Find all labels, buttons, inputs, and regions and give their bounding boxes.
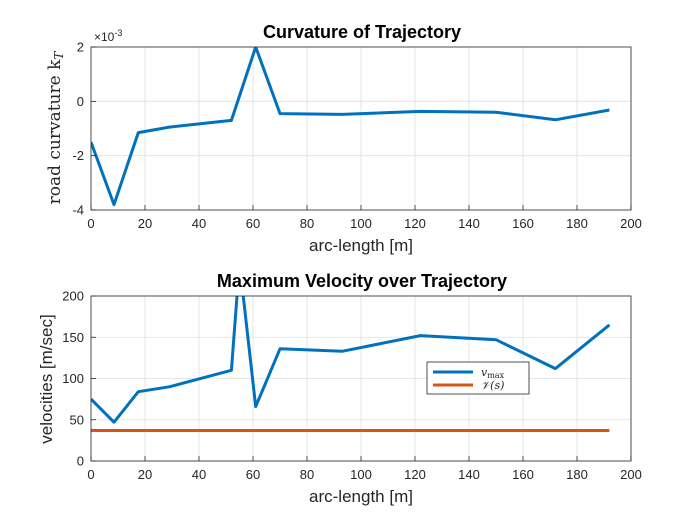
- x-tick-label: 120: [404, 216, 426, 231]
- legend-label-vmax-sub: max: [487, 371, 504, 380]
- x-tick-label: 20: [138, 467, 152, 482]
- series-line-0: [91, 47, 610, 207]
- y-tick-label: 0: [77, 94, 84, 109]
- x-tick-label: 140: [458, 216, 480, 231]
- x-tick-label: 20: [138, 216, 152, 231]
- x-axis-label: arc-length [m]: [309, 236, 413, 255]
- y-exponent: ×10-3: [94, 28, 122, 44]
- x-axis-label: arc-length [m]: [309, 487, 413, 506]
- x-tick-label: 80: [300, 216, 314, 231]
- x-tick-label: 0: [87, 467, 94, 482]
- x-tick-label: 140: [458, 467, 480, 482]
- x-ticks: 0 20 40 60 80 100 120 140 160 180 200: [87, 456, 642, 482]
- x-tick-label: 200: [620, 216, 642, 231]
- velocity-chart: 0 20 40 60 80 100 120 140 160 180 200 0 50 100 150 200…: [37, 271, 642, 506]
- series-lines: [91, 47, 610, 207]
- y-axis-label-main: road curvature k: [45, 59, 65, 204]
- x-tick-label: 180: [566, 467, 588, 482]
- chart-title: Maximum Velocity over Trajectory: [217, 271, 507, 291]
- y-tick-label: 100: [62, 371, 84, 386]
- y-exponent-power: -3: [114, 28, 122, 38]
- x-tick-label: 0: [87, 216, 94, 231]
- x-tick-label: 200: [620, 467, 642, 482]
- legend-box: [426, 361, 530, 395]
- y-axis-label-sub: T: [52, 51, 66, 60]
- y-tick-label: 0: [77, 454, 84, 469]
- x-ticks: 0 20 40 60 80 100 120 140 160 180 200: [87, 205, 642, 231]
- y-tick-label: 150: [62, 330, 84, 345]
- legend-label-vmax: vmax: [481, 366, 505, 380]
- y-exponent-base: ×10: [94, 30, 115, 44]
- x-tick-label: 60: [246, 216, 260, 231]
- curvature-chart: 0 20 40 60 80 100 120 140 160 180 200 -4 -2 0 2 Curva…: [45, 22, 642, 255]
- y-tick-label: -4: [72, 203, 84, 218]
- x-tick-label: 40: [192, 467, 206, 482]
- x-tick-label: 180: [566, 216, 588, 231]
- x-tick-label: 160: [512, 467, 534, 482]
- legend-label-vs: 𝒱(s): [481, 379, 504, 392]
- legend-label-vmax-main: v: [481, 366, 488, 379]
- x-tick-label: 60: [246, 467, 260, 482]
- y-tick-label: 200: [62, 289, 84, 304]
- y-tick-label: -2: [72, 148, 84, 163]
- x-tick-label: 120: [404, 467, 426, 482]
- x-tick-label: 100: [350, 216, 372, 231]
- x-tick-label: 40: [192, 216, 206, 231]
- series-lines: [91, 296, 611, 432]
- legend[interactable]: vmax 𝒱(s): [426, 361, 530, 395]
- x-tick-label: 100: [350, 467, 372, 482]
- chart-title: Curvature of Trajectory: [263, 22, 461, 42]
- y-axis-label: road curvature kT: [45, 51, 66, 205]
- x-tick-label: 160: [512, 216, 534, 231]
- series-line-v-max: [91, 296, 611, 424]
- y-tick-label: 2: [77, 40, 84, 55]
- y-axis-label: velocities [m/sec]: [37, 314, 56, 443]
- y-ticks: 0 50 100 150 200: [62, 289, 96, 469]
- y-tick-label: 50: [70, 412, 84, 427]
- x-tick-label: 80: [300, 467, 314, 482]
- y-ticks: -4 -2 0 2: [72, 40, 96, 218]
